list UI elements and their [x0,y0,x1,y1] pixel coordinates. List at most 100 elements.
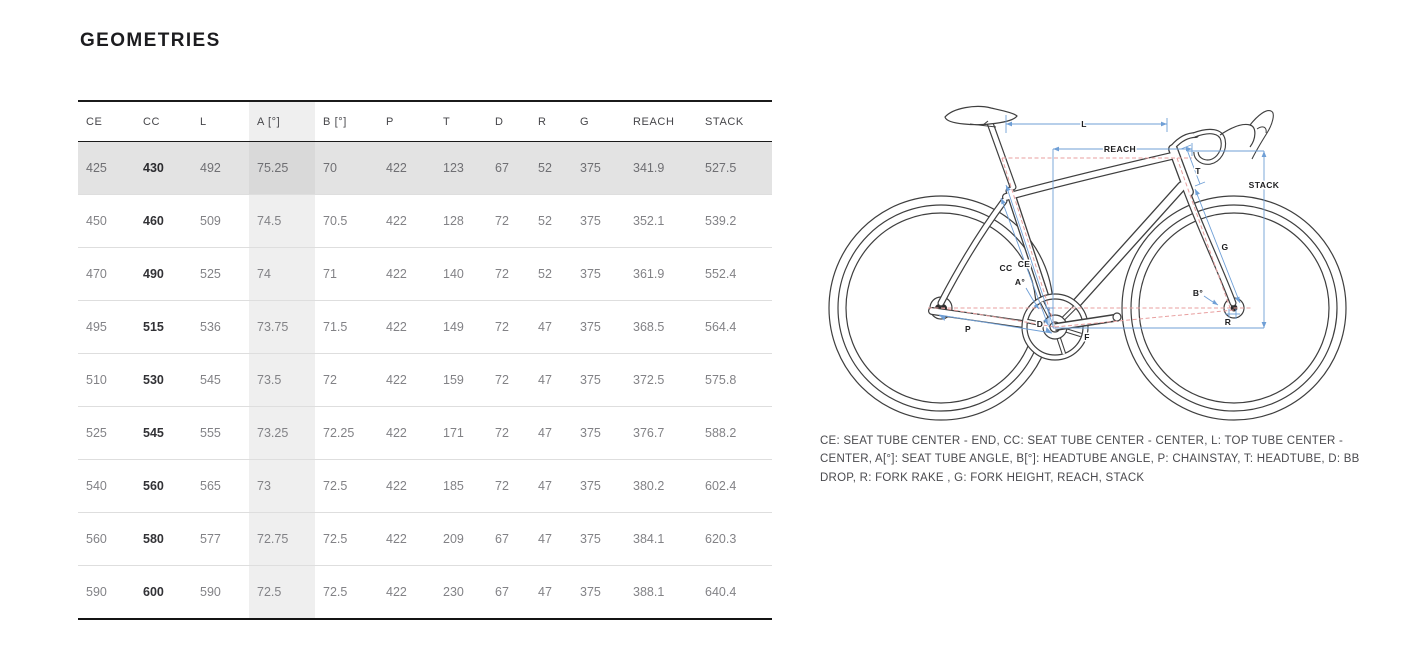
table-cell: 602.4 [697,459,772,513]
column-header: A [°] [249,100,315,142]
table-cell: 555 [192,406,249,460]
table-cell: 525 [192,247,249,301]
table-cell: 375 [572,406,625,460]
table-cell: 527.5 [697,141,772,195]
table-cell: 588.2 [697,406,772,460]
table-cell: 515 [135,300,192,354]
table-cell: 72 [487,300,530,354]
table-cell: 375 [572,459,625,513]
table-cell: 74.5 [249,194,315,248]
table-cell: 47 [530,565,572,620]
table-cell: 341.9 [625,141,697,195]
table-cell: 67 [487,565,530,620]
table-cell: 52 [530,194,572,248]
table-cell: 539.2 [697,194,772,248]
table-row[interactable]: 590 600 590 72.5 72.5 422 230 67 47 375 388.1 640.4 [78,565,772,620]
table-cell: 530 [135,353,192,407]
handlebar [1193,110,1274,165]
table-cell: 72 [487,353,530,407]
table-cell: 372.5 [625,353,697,407]
table-cell: 422 [378,300,435,354]
table-cell: 470 [78,247,135,301]
table-cell: 73.5 [249,353,315,407]
bike-diagram-svg: L REACH STACK T G CC CE A° B° D R P F [828,105,1347,421]
table-cell: 422 [378,247,435,301]
column-header: G [572,100,625,142]
table-cell: 564.4 [697,300,772,354]
table-cell: 430 [135,141,192,195]
table-cell: 72 [487,406,530,460]
column-header: REACH [625,100,697,142]
table-cell: 380.2 [625,459,697,513]
table-cell: 375 [572,141,625,195]
page-title: GEOMETRIES [80,30,221,51]
table-cell: 72.25 [315,406,378,460]
table-row[interactable]: 495 515 536 73.75 71.5 422 149 72 47 375 368.5 564.… [78,300,772,354]
table-row[interactable]: 450 460 509 74.5 70.5 422 128 72 52 375 352.1 539.2 [78,194,772,248]
reference-lines [928,157,1252,328]
label-g: G [1221,242,1228,252]
table-cell: 422 [378,194,435,248]
table-cell: 492 [192,141,249,195]
bike-geometry-diagram: L REACH STACK T G CC CE A° B° D R P F [820,85,1400,425]
table-cell: 375 [572,247,625,301]
table-cell: 140 [435,247,487,301]
table-cell: 422 [378,353,435,407]
table-cell: 52 [530,247,572,301]
table-cell: 352.1 [625,194,697,248]
label-t: T [1195,166,1201,176]
table-row[interactable]: 470 490 525 74 71 422 140 72 52 375 361.9 552.4 [78,247,772,301]
table-cell: 73.25 [249,406,315,460]
table-cell: 73.75 [249,300,315,354]
table-cell: 52 [530,141,572,195]
legend-text: CE: SEAT TUBE CENTER - END, CC: SEAT TUB… [820,435,1360,484]
table-cell: 75.25 [249,141,315,195]
table-cell: 47 [530,512,572,566]
measure-labels: L REACH STACK T G CC CE A° B° D R P F [963,118,1280,344]
table-cell: 72.5 [249,565,315,620]
column-header: CE [78,100,135,142]
table-cell: 375 [572,565,625,620]
table-cell: 72 [487,194,530,248]
table-cell: 47 [530,300,572,354]
geometry-table: CE CC L A [°] B [°] P T D R G REACH STACK 425 430 492… [78,100,772,620]
table-cell: 525 [78,406,135,460]
table-cell: 70.5 [315,194,378,248]
table-row[interactable]: 510 530 545 73.5 72 422 159 72 47 375 372.5 575.8 [78,353,772,407]
table-cell: 422 [378,459,435,513]
label-b: B° [1193,288,1204,298]
table-row[interactable]: 525 545 555 73.25 72.25 422 171 72 47 375 376.7 588… [78,406,772,460]
table-cell: 510 [78,353,135,407]
table-row[interactable]: 540 560 565 73 72.5 422 185 72 47 375 380.2 602.4 [78,459,772,513]
table-cell: 450 [78,194,135,248]
label-f: F [1084,332,1090,342]
table-cell: 422 [378,141,435,195]
table-cell: 375 [572,300,625,354]
column-header: D [487,100,530,142]
saddle [944,105,1018,128]
table-cell: 72.75 [249,512,315,566]
label-l: L [1081,119,1087,129]
table-cell: 72 [487,247,530,301]
table-cell: 545 [192,353,249,407]
label-p: P [965,324,971,334]
table-cell: 72 [315,353,378,407]
table-cell: 47 [530,406,572,460]
measure-lines [938,115,1267,334]
table-row[interactable]: 425 430 492 75.25 70 422 123 67 52 375 341.9 527.5 [78,141,772,195]
table-cell: 590 [78,565,135,620]
label-reach: REACH [1104,144,1136,154]
table-cell: 422 [378,512,435,566]
table-cell: 560 [78,512,135,566]
table-cell: 600 [135,565,192,620]
table-cell: 71 [315,247,378,301]
table-cell: 545 [135,406,192,460]
table-row[interactable]: 560 580 577 72.75 72.5 422 209 67 47 375 384.1 620.… [78,512,772,566]
table-cell: 149 [435,300,487,354]
label-r: R [1225,317,1232,327]
table-header-row: CE CC L A [°] B [°] P T D R G REACH STACK [78,100,772,142]
table-cell: 72 [487,459,530,513]
column-header: CC [135,100,192,142]
table-cell: 185 [435,459,487,513]
table-cell: 509 [192,194,249,248]
